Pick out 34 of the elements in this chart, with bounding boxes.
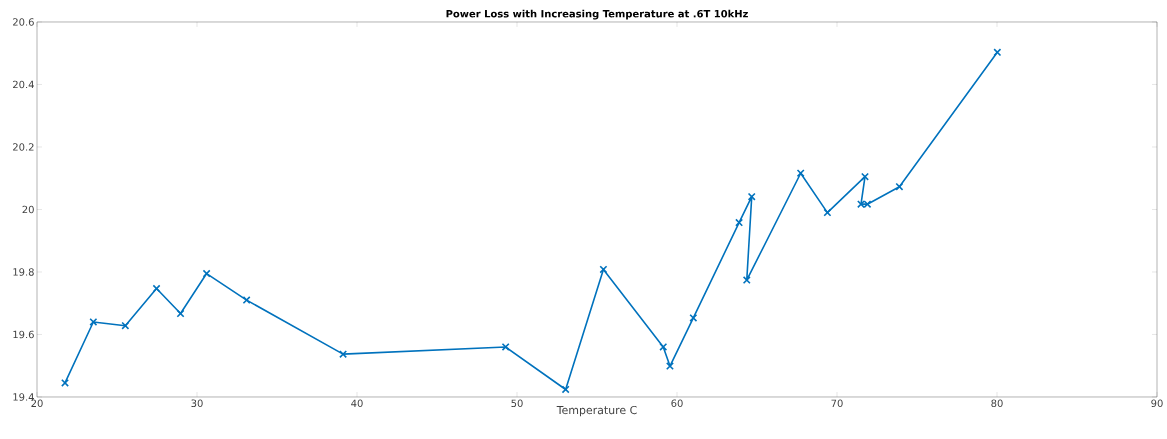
point [599, 265, 608, 274]
point [747, 192, 756, 201]
y-tick-label: 19.4 [13, 393, 34, 401]
point [665, 362, 674, 371]
y-tick-label: 19.6 [13, 330, 34, 339]
y-tick-label: 19.8 [13, 268, 34, 276]
point [176, 309, 185, 318]
point [61, 378, 69, 387]
x-axis-title: Temperature C [556, 405, 637, 417]
x-tick-label: 70 [831, 399, 843, 408]
y-tick-label: 20.2 [13, 143, 34, 151]
y-tick-label: 20.4 [13, 80, 34, 89]
x-tick-label: 30 [191, 399, 203, 408]
chart-title: Power Loss with Increasing Temperature at .6T 10kHz [446, 9, 748, 20]
point [993, 48, 1002, 57]
point [202, 269, 211, 278]
x-tick-label: 40 [351, 399, 363, 408]
y-tick-label: 20 [22, 205, 34, 214]
point [152, 284, 161, 293]
x-tick-label: 20 [31, 399, 43, 408]
point [339, 350, 348, 359]
x-tick-label: 50 [511, 399, 523, 408]
x-tick-label: 60 [671, 399, 683, 408]
point [895, 182, 904, 191]
point [89, 318, 98, 326]
point [861, 172, 869, 181]
x-tick-label: 90 [1151, 399, 1163, 408]
point [121, 321, 130, 330]
point [823, 208, 832, 217]
y-tick-label: 20.6 [13, 18, 34, 26]
point [561, 385, 570, 394]
point [742, 276, 751, 285]
x-tick-label: 80 [991, 399, 1003, 408]
point [796, 169, 805, 178]
